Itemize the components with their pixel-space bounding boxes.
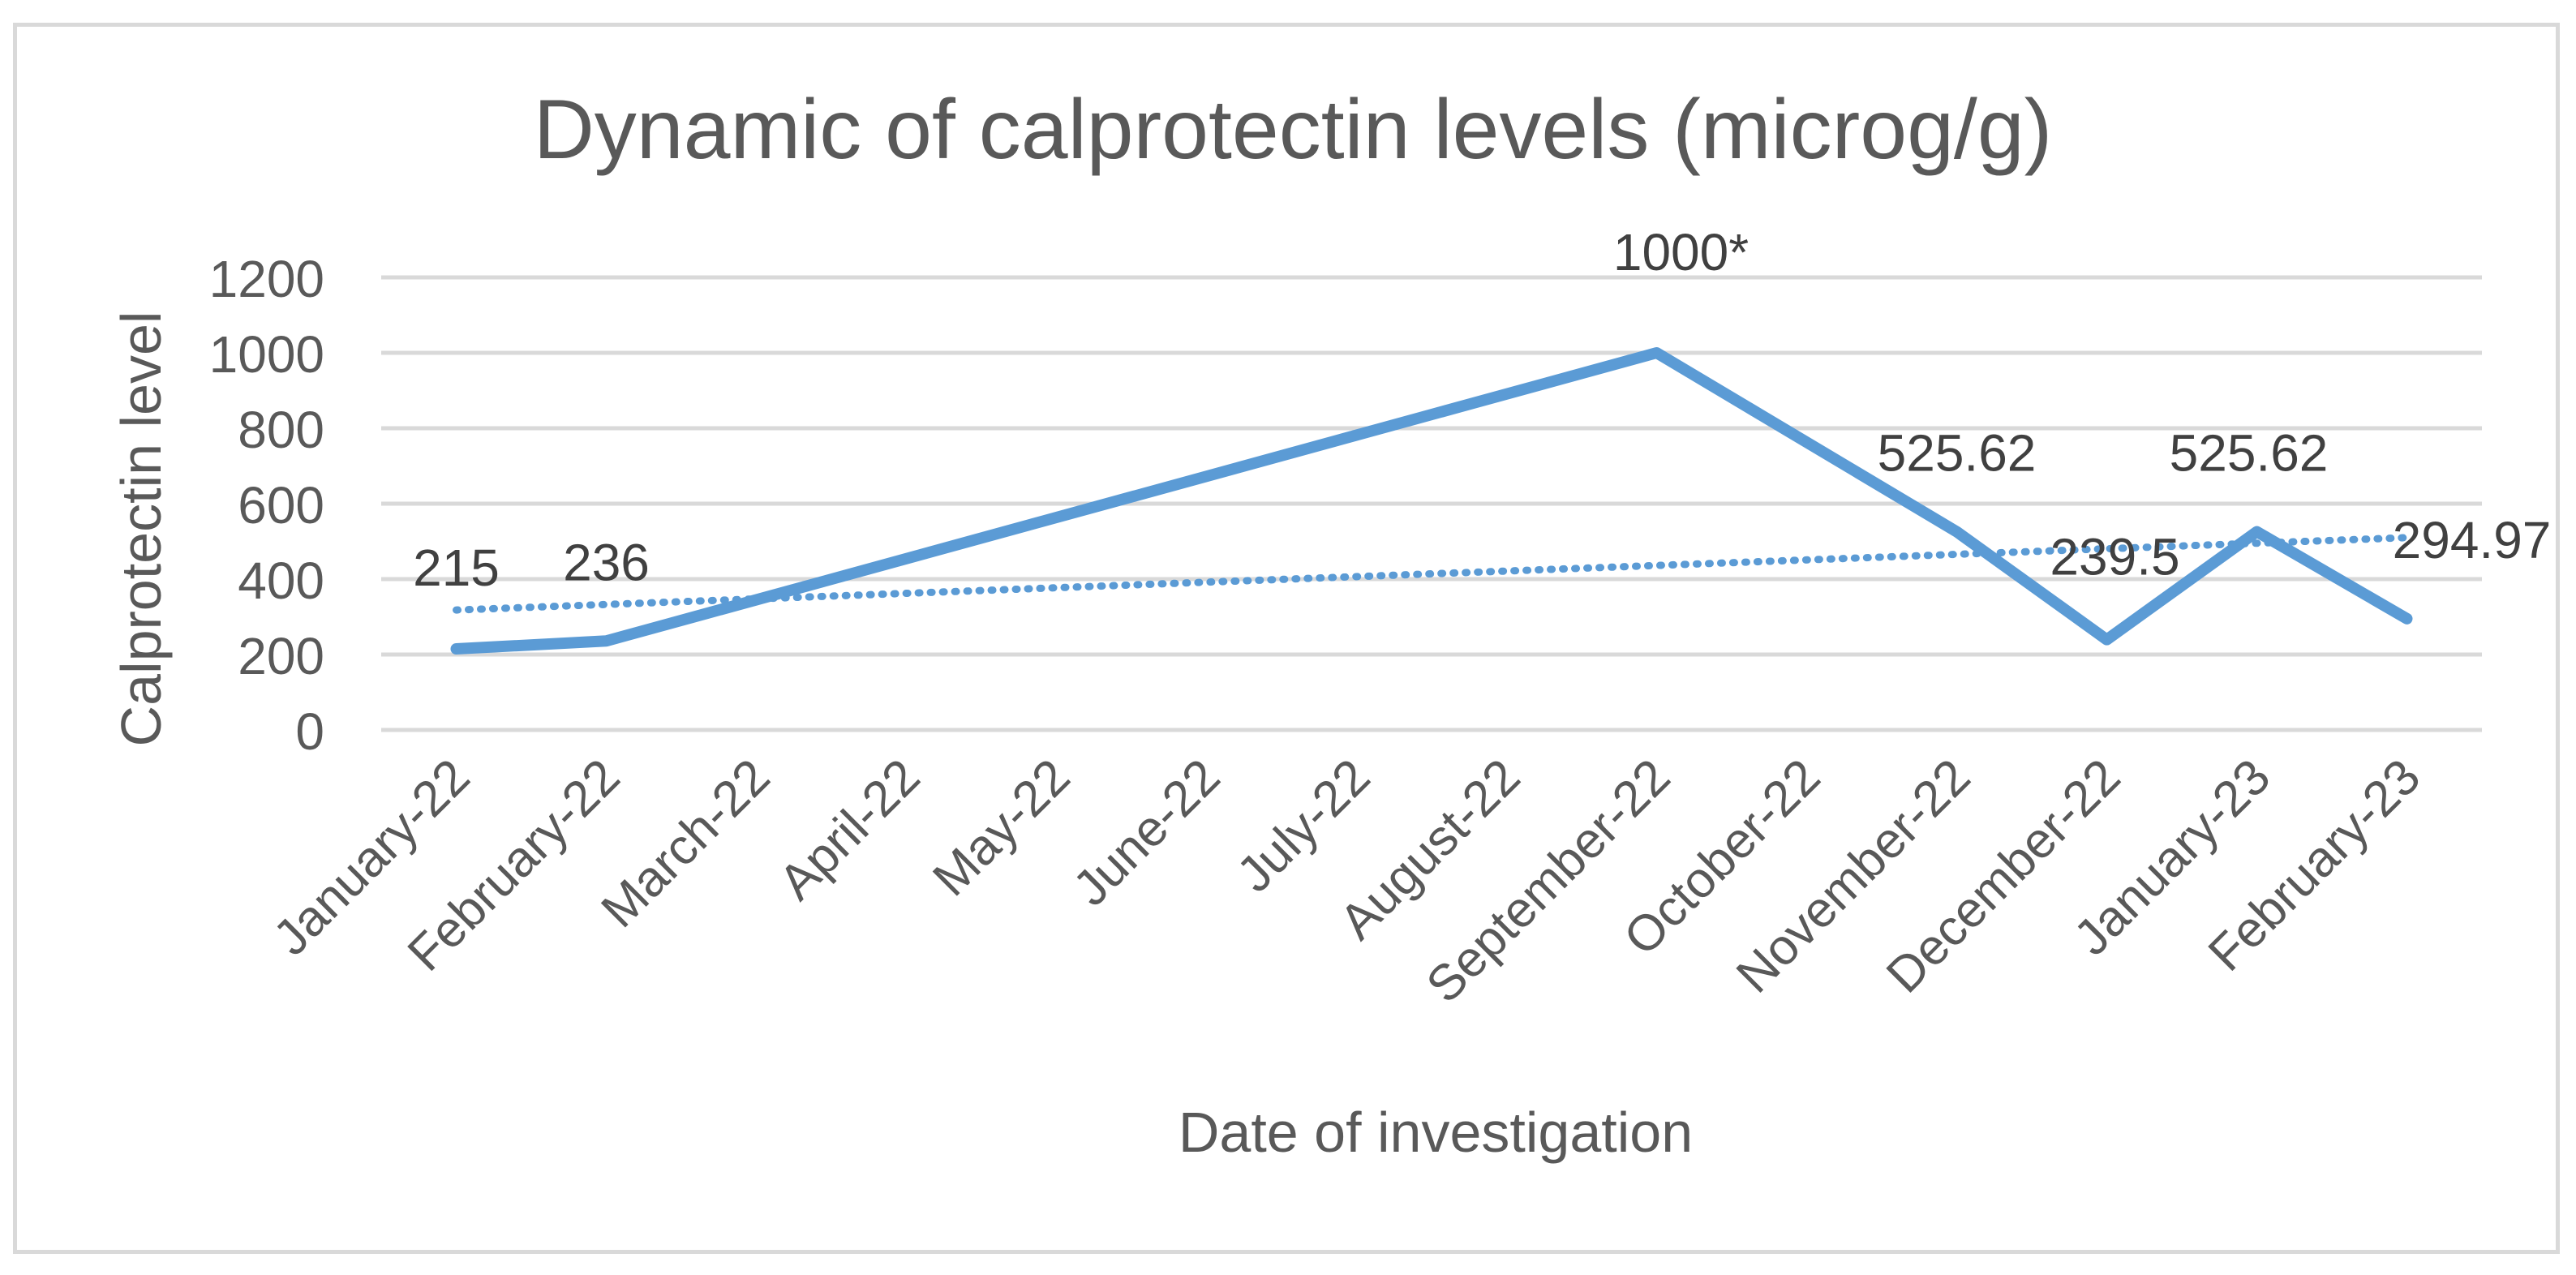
data-point <box>605 640 608 642</box>
y-tick-label: 400 <box>238 552 324 610</box>
data-label: 239.5 <box>2050 528 2179 586</box>
x-tick-label: July-22 <box>1226 749 1380 903</box>
series-layer <box>450 347 2413 655</box>
data-point <box>455 648 457 650</box>
data-point <box>1655 352 1658 354</box>
x-axis-title: Date of investigation <box>1179 1101 1693 1164</box>
y-tick-label: 0 <box>295 702 324 761</box>
data-label: 525.62 <box>1878 424 2037 483</box>
chart-title: Dynamic of calprotectin levels (microg/g… <box>534 83 2053 177</box>
y-axis-tick-labels: 0 200 400 600 800 1000 1200 <box>209 250 324 761</box>
data-point <box>2106 638 2108 641</box>
y-tick-label: 1200 <box>209 250 324 308</box>
series-line-calprotectin <box>450 347 2413 655</box>
y-tick-label: 200 <box>238 627 324 685</box>
data-label: 525.62 <box>2170 424 2329 483</box>
chart-frame <box>13 23 2560 1254</box>
data-point <box>2406 617 2408 620</box>
data-label: 294.97 <box>2393 511 2552 569</box>
data-point <box>1956 530 1958 533</box>
y-tick-label: 1000 <box>209 325 324 384</box>
data-label: 1000* <box>1613 223 1749 281</box>
x-tick-label: May-22 <box>922 749 1080 907</box>
x-tick-label: June-22 <box>1063 749 1230 917</box>
gridlines <box>381 275 2482 732</box>
x-tick-label: April-22 <box>769 749 931 911</box>
data-point <box>2256 530 2258 533</box>
data-label: 215 <box>413 539 500 597</box>
y-tick-label: 600 <box>238 476 324 534</box>
x-axis-tick-labels: January-22February-22March-22April-22May… <box>263 749 2431 1014</box>
y-tick-label: 800 <box>238 401 324 459</box>
data-label: 236 <box>563 533 650 591</box>
y-axis-title: Calprotectin level <box>109 311 173 747</box>
